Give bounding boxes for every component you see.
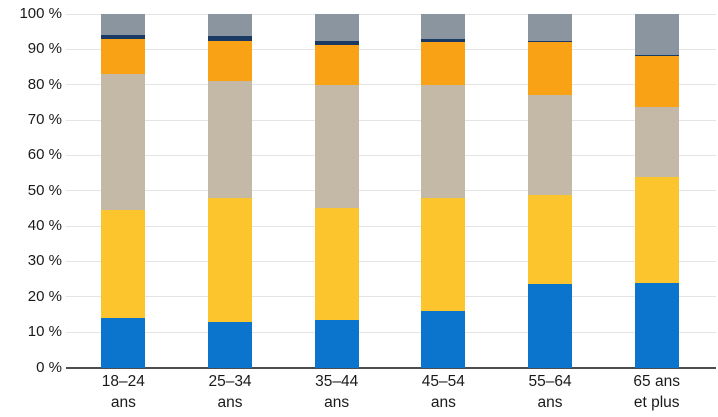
x-category-label-line: ans	[430, 394, 456, 411]
x-category-label-line: ans	[324, 394, 350, 411]
segment-beige	[101, 74, 146, 211]
y-tick-label: 20 %	[27, 287, 62, 305]
gridline	[66, 154, 716, 156]
segment-bleu	[314, 319, 359, 368]
x-category-label: 65 ans et plus	[603, 371, 710, 413]
bars-layer	[70, 14, 710, 368]
y-tick-label: 60 %	[27, 146, 62, 164]
gridline	[66, 119, 716, 121]
x-category-label: 25–34 ans	[177, 371, 284, 413]
segment-gris	[208, 14, 252, 37]
segment-bleu	[634, 282, 679, 368]
segment-jaune	[314, 208, 359, 320]
x-category-label: 45–54 ans	[390, 371, 497, 413]
segment-gris	[314, 14, 359, 41]
segment-orange	[528, 42, 573, 96]
bar-column	[603, 14, 710, 368]
segment-bleu-marine	[208, 36, 252, 41]
segment-bleu	[101, 318, 146, 368]
segment-beige	[208, 81, 252, 198]
y-tick-label: 50 %	[27, 181, 62, 199]
x-category-label-line: 55–64	[528, 373, 572, 390]
segment-orange	[208, 40, 252, 82]
segment-gris	[634, 14, 679, 55]
segment-orange	[314, 44, 359, 85]
segment-beige	[528, 95, 573, 196]
x-category-label: 55–64 ans	[497, 371, 604, 413]
gridline	[66, 331, 716, 333]
segment-bleu	[208, 321, 252, 368]
x-category-label-line: 18–24	[101, 373, 145, 390]
gridline	[66, 84, 716, 86]
bar-18–24 ans	[101, 14, 146, 368]
segment-orange	[634, 56, 679, 108]
bar-55–64 ans	[528, 14, 573, 368]
segment-orange	[421, 42, 466, 85]
x-axis-labels: 18–24 ans 25–34 ans 35–44 ans 45–54 ans 55–64 ans…	[70, 371, 710, 413]
gridline	[66, 13, 716, 15]
segment-bleu-marine	[101, 35, 146, 39]
segment-beige	[314, 84, 359, 209]
gridline	[66, 48, 716, 50]
bar-45–54 ans	[421, 14, 466, 368]
bar-column	[177, 14, 284, 368]
bar-35–44 ans	[314, 14, 359, 368]
y-tick-label: 90 %	[27, 40, 62, 58]
y-tick-label: 80 %	[27, 75, 62, 93]
plot-area	[66, 13, 716, 369]
segment-jaune	[208, 197, 252, 322]
bar-column	[390, 14, 497, 368]
x-category-label-line: ans	[217, 394, 243, 411]
segment-orange	[101, 38, 146, 75]
x-category-label: 35–44 ans	[283, 371, 390, 413]
x-axis-line	[66, 366, 716, 369]
x-category-label: 18–24 ans	[70, 371, 177, 413]
segment-bleu-marine	[421, 38, 466, 43]
segment-bleu	[421, 310, 466, 368]
x-category-label-line: ans	[110, 394, 136, 411]
segment-beige	[634, 107, 679, 177]
segment-bleu-marine	[634, 54, 679, 57]
bar-column	[283, 14, 390, 368]
y-tick-label: 0 %	[36, 358, 62, 376]
gridline	[66, 260, 716, 262]
gridline	[66, 225, 716, 227]
segment-jaune	[528, 195, 573, 285]
gridline	[66, 190, 716, 192]
segment-gris	[101, 14, 146, 36]
y-tick-label: 10 %	[27, 323, 62, 341]
x-category-label-line: et plus	[633, 394, 680, 411]
x-category-label-line: 45–54	[421, 373, 465, 390]
bar-column	[497, 14, 604, 368]
x-category-label-line: ans	[537, 394, 563, 411]
segment-bleu	[528, 284, 573, 368]
segment-bleu-marine	[528, 40, 573, 43]
x-category-label-line: 25–34	[208, 373, 252, 390]
bar-65 ans et plus	[634, 14, 679, 368]
segment-jaune	[421, 197, 466, 311]
segment-jaune	[101, 210, 146, 319]
segment-gris	[421, 14, 466, 39]
y-tick-label: 30 %	[27, 252, 62, 270]
y-tick-label: 40 %	[27, 217, 62, 235]
x-category-label-line: 65 ans	[633, 373, 680, 390]
y-tick-label: 70 %	[27, 111, 62, 129]
segment-bleu-marine	[314, 40, 359, 45]
segment-jaune	[634, 176, 679, 283]
segment-gris	[528, 14, 573, 41]
segment-beige	[421, 84, 466, 198]
bar-25–34 ans	[208, 14, 252, 368]
x-category-label-line: 35–44	[315, 373, 359, 390]
y-tick-label: 100 %	[19, 5, 62, 22]
y-axis: 0 % 10 % 20 % 30 % 40 % 50 % 60 % 70 % 80 % 90 % 1…	[0, 0, 62, 417]
gridline	[66, 296, 716, 298]
bar-column	[70, 14, 177, 368]
